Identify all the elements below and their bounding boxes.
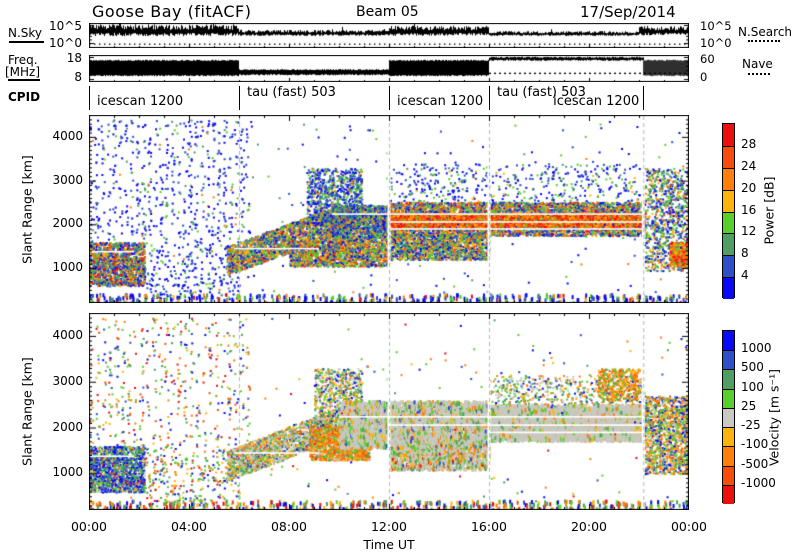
colorbar-cell xyxy=(723,484,734,504)
velocity-rti-plot xyxy=(89,313,689,510)
time-tick-label: 08:00 xyxy=(270,519,308,534)
colorbar-tick-label: 25 xyxy=(741,398,757,413)
freq-ytick-bottom: 8 xyxy=(74,70,82,84)
colorbar-tick-label: 1000 xyxy=(741,341,772,356)
freq-label-line2: [MHz] xyxy=(5,65,41,79)
colorbar-cell xyxy=(723,446,734,466)
nsearch-label: N.Search xyxy=(738,25,793,39)
colorbar-tick-label: 12 xyxy=(741,224,757,239)
velocity-yaxis-label: Slant Range [km] xyxy=(19,357,35,466)
power-colorbar xyxy=(722,123,735,299)
noise-ytick-top: 10^5 xyxy=(49,19,82,33)
time-tick-label: 16:00 xyxy=(470,519,508,534)
range-tick-label: 1000 xyxy=(52,260,83,275)
colorbar-cell xyxy=(723,369,734,389)
colorbar-tick-label: 20 xyxy=(741,180,757,195)
nave-dotted-sample xyxy=(748,73,770,75)
cpid-separator xyxy=(389,86,390,110)
time-tick-label: 00:00 xyxy=(670,519,708,534)
colorbar-tick-label: 100 xyxy=(741,379,764,394)
time-tick-label: 12:00 xyxy=(370,519,408,534)
colorbar-cell xyxy=(723,388,734,408)
range-tick-label: 4000 xyxy=(52,128,83,143)
colorbar-cell xyxy=(723,167,734,190)
velocity-colorbar xyxy=(722,330,735,504)
cpid-separator xyxy=(489,86,490,110)
range-tick-label: 1000 xyxy=(52,465,83,480)
noise-panel-plot xyxy=(89,23,689,48)
colorbar-cell xyxy=(723,124,734,146)
colorbar-tick-label: 500 xyxy=(741,360,764,375)
colorbar-cell xyxy=(723,350,734,370)
colorbar-cell xyxy=(723,145,734,168)
colorbar-tick-label: 8 xyxy=(741,246,749,261)
range-tick-label: 3000 xyxy=(52,373,83,388)
freq-panel-plot xyxy=(89,55,689,82)
freq-line-sample xyxy=(8,79,40,81)
cpid-segment-label: icescan 1200 xyxy=(553,94,640,109)
nave-ytick-top: 60 xyxy=(700,52,715,66)
power-yaxis-label: Slant Range [km] xyxy=(19,155,35,264)
nsky-line-sample xyxy=(9,41,44,43)
colorbar-tick-label: -25 xyxy=(741,418,761,433)
velocity-colorbar-title: Velocity [m s⁻¹] xyxy=(766,368,782,467)
cpid-segment-label: icescan 1200 xyxy=(397,94,484,109)
colorbar-cell xyxy=(723,189,734,212)
colorbar-cell xyxy=(723,465,734,485)
nave-label: Nave xyxy=(742,57,773,71)
time-tick-label: 04:00 xyxy=(170,519,208,534)
colorbar-tick-label: 28 xyxy=(741,136,757,151)
noise-right-ytick-top: 10^5 xyxy=(700,19,732,33)
colorbar-cell xyxy=(723,255,734,278)
nsky-label: N.Sky xyxy=(8,26,43,40)
date-label: 17/Sep/2014 xyxy=(580,3,676,21)
colorbar-tick-label: 4 xyxy=(741,268,749,283)
plot-title: Goose Bay (fitACF) xyxy=(92,2,252,21)
freq-label-line1: Freq. xyxy=(8,53,38,67)
cpid-separator xyxy=(643,86,645,110)
time-tick-label: 20:00 xyxy=(570,519,608,534)
cpid-segment-label: icescan 1200 xyxy=(97,94,184,109)
colorbar-cell xyxy=(723,331,734,351)
range-tick-label: 3000 xyxy=(52,172,83,187)
colorbar-cell xyxy=(723,233,734,256)
range-tick-label: 4000 xyxy=(52,327,83,342)
colorbar-tick-label: -500 xyxy=(741,456,769,471)
colorbar-cell xyxy=(723,427,734,447)
range-tick-label: 2000 xyxy=(52,419,83,434)
nsearch-dotted-sample xyxy=(748,40,780,42)
power-colorbar-title: Power [dB] xyxy=(761,176,777,245)
freq-ytick-top: 18 xyxy=(66,51,82,65)
colorbar-tick-label: 24 xyxy=(741,158,757,173)
noise-ytick-bottom: 10^0 xyxy=(49,36,82,50)
time-tick-label: 00:00 xyxy=(70,519,108,534)
range-tick-label: 2000 xyxy=(52,216,83,231)
cpid-segment-label: tau (fast) 503 xyxy=(497,85,586,100)
colorbar-tick-label: -100 xyxy=(741,437,769,452)
colorbar-tick-label: 16 xyxy=(741,202,757,217)
cpid-label: CPID xyxy=(8,90,41,104)
cpid-separator xyxy=(89,86,90,110)
colorbar-tick-label: -1000 xyxy=(741,475,776,490)
cpid-segment-label: tau (fast) 503 xyxy=(247,85,336,100)
beam-label: Beam 05 xyxy=(356,4,419,20)
colorbar-cell xyxy=(723,277,734,299)
colorbar-cell xyxy=(723,211,734,234)
noise-right-ytick-bottom: 10^0 xyxy=(700,36,732,50)
power-rti-plot xyxy=(89,115,689,303)
xaxis-title: Time UT xyxy=(363,537,415,552)
cpid-separator xyxy=(239,86,240,110)
nave-ytick-bottom: 0 xyxy=(700,70,708,84)
colorbar-cell xyxy=(723,407,734,428)
